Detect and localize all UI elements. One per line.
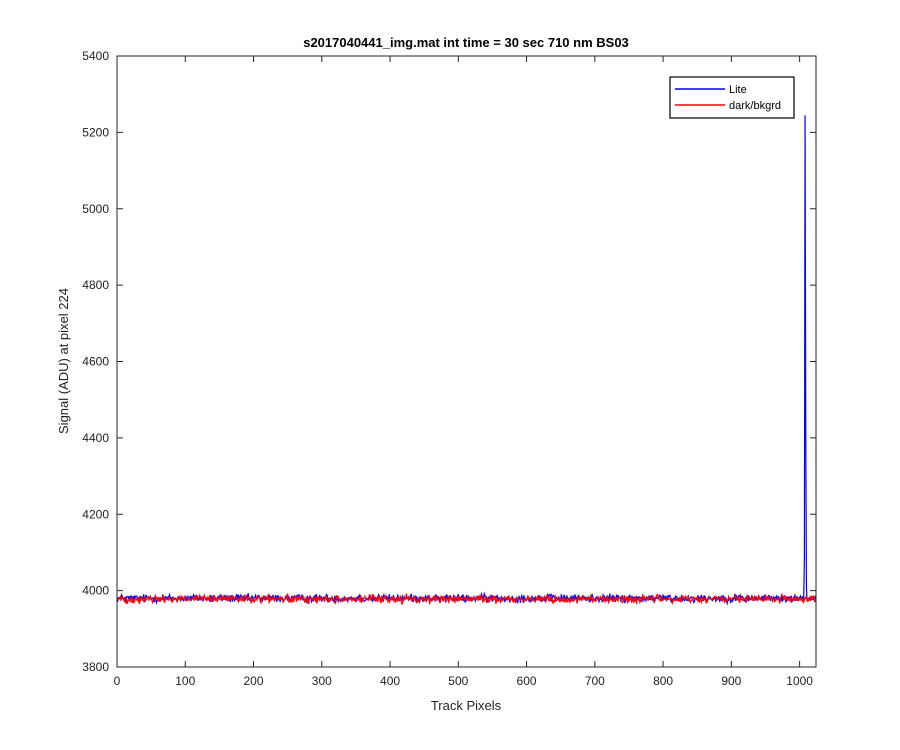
series-layer	[117, 115, 817, 606]
x-tick-label: 300	[312, 674, 332, 688]
x-tick-label: 100	[175, 674, 195, 688]
plot-area	[117, 56, 816, 667]
x-tick-label: 0	[114, 674, 121, 688]
x-tick-label: 1000	[786, 674, 813, 688]
y-tick-label: 4600	[82, 355, 109, 369]
x-tick-label: 900	[721, 674, 741, 688]
legend: Lite dark/bkgrd	[669, 76, 795, 119]
x-axis-label: Track Pixels	[431, 698, 502, 713]
y-tick-label: 4200	[82, 507, 109, 521]
y-tick-label: 5200	[82, 125, 109, 139]
y-tick-label: 3800	[82, 660, 109, 674]
x-tick-label: 800	[653, 674, 673, 688]
x-tick-label: 200	[244, 674, 264, 688]
x-tick-label: 600	[517, 674, 537, 688]
series-line-dark-bkgrd	[117, 592, 817, 606]
y-tick-label: 5000	[82, 202, 109, 216]
x-tick-label: 500	[448, 674, 468, 688]
y-tick-label: 4000	[82, 584, 109, 598]
y-axis-label: Signal (ADU) at pixel 224	[56, 288, 71, 434]
y-tick-label: 5400	[82, 49, 109, 63]
x-tick-label: 400	[380, 674, 400, 688]
legend-label-lite: Lite	[729, 84, 747, 96]
ticks-layer: 0 100 200 300 400 500 600 700 800 900 1000 3800 4000…	[82, 49, 816, 688]
y-tick-label: 4800	[82, 278, 109, 292]
chart-title: s2017040441_img.mat int time = 30 sec 71…	[303, 35, 629, 50]
legend-label-dark: dark/bkgrd	[729, 100, 781, 112]
y-tick-label: 4400	[82, 431, 109, 445]
legend-box	[669, 76, 795, 119]
x-tick-label: 700	[585, 674, 605, 688]
